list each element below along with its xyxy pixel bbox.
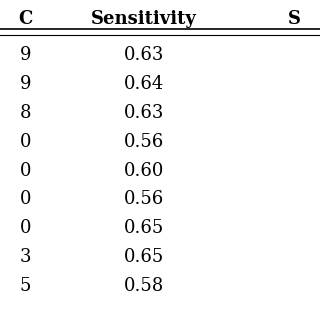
Text: 0.63: 0.63 <box>124 104 164 122</box>
Text: 0: 0 <box>20 162 31 180</box>
Text: 0: 0 <box>20 133 31 151</box>
Text: 0.63: 0.63 <box>124 46 164 64</box>
Text: S: S <box>288 10 301 28</box>
Text: 9: 9 <box>20 75 31 93</box>
Text: 3: 3 <box>20 248 31 266</box>
Text: 0.56: 0.56 <box>124 133 164 151</box>
Text: 0.64: 0.64 <box>124 75 164 93</box>
Text: 0: 0 <box>20 190 31 208</box>
Text: 0.58: 0.58 <box>124 277 164 295</box>
Text: 0.60: 0.60 <box>124 162 164 180</box>
Text: 5: 5 <box>20 277 31 295</box>
Text: C: C <box>19 10 33 28</box>
Text: Sensitivity: Sensitivity <box>91 10 197 28</box>
Text: 0: 0 <box>20 219 31 237</box>
Text: 0.65: 0.65 <box>124 219 164 237</box>
Text: 0.56: 0.56 <box>124 190 164 208</box>
Text: 0.65: 0.65 <box>124 248 164 266</box>
Text: 9: 9 <box>20 46 31 64</box>
Text: 8: 8 <box>20 104 31 122</box>
